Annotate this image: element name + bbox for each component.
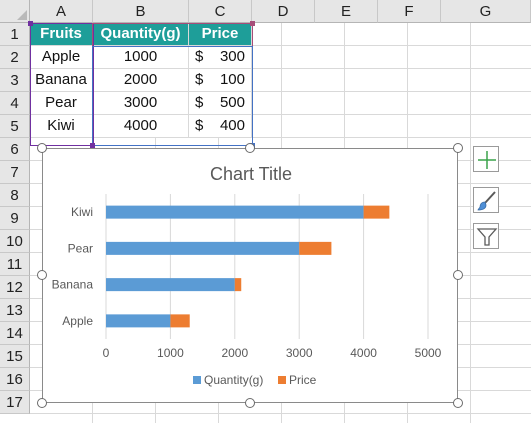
row-header-13[interactable]: 13 bbox=[0, 299, 30, 322]
x-tick-label: 1000 bbox=[157, 346, 184, 360]
row-header-15[interactable]: 15 bbox=[0, 345, 30, 368]
row-header-14[interactable]: 14 bbox=[0, 322, 30, 345]
bar-quantity-g-banana bbox=[106, 278, 235, 292]
bar-price-kiwi bbox=[363, 205, 390, 219]
cell-price[interactable]: $ 100 bbox=[189, 69, 252, 92]
cell-quantity[interactable]: 1000 bbox=[93, 46, 189, 69]
range-handle[interactable] bbox=[250, 21, 255, 26]
row-header-17[interactable]: 17 bbox=[0, 391, 30, 414]
column-header-c[interactable]: C bbox=[189, 0, 252, 23]
bar-price-banana bbox=[234, 278, 242, 292]
cell-price[interactable]: $ 300 bbox=[189, 46, 252, 69]
bar-quantity-g-kiwi bbox=[106, 205, 364, 219]
cell-fruit[interactable]: Banana bbox=[30, 69, 93, 92]
category-label: Apple bbox=[62, 314, 93, 328]
row-header-7[interactable]: 7 bbox=[0, 161, 30, 184]
chart-title: Chart Title bbox=[210, 164, 292, 184]
currency-symbol: $ bbox=[195, 71, 204, 88]
row-header-4[interactable]: 4 bbox=[0, 92, 30, 115]
x-tick-label: 5000 bbox=[415, 346, 442, 360]
resize-handle-top-right[interactable] bbox=[453, 143, 463, 153]
legend-label: Price bbox=[289, 373, 317, 387]
resize-handle-top[interactable] bbox=[245, 143, 255, 153]
cell-fruit[interactable]: Pear bbox=[30, 92, 93, 115]
row-header-10[interactable]: 10 bbox=[0, 230, 30, 253]
chart-elements-button[interactable] bbox=[473, 146, 499, 172]
price-value: 100 bbox=[219, 71, 245, 88]
bar-price-pear bbox=[299, 241, 332, 255]
cell-quantity[interactable]: 2000 bbox=[93, 69, 189, 92]
category-label: Banana bbox=[52, 278, 94, 292]
resize-handle-bottom-left[interactable] bbox=[37, 398, 47, 408]
header-quantity[interactable]: Quantity(g) bbox=[93, 23, 189, 46]
chart-area[interactable]: Chart Title 0 1000 2000 3000 4000 5000 Apple Ban… bbox=[42, 148, 458, 403]
row-header-1[interactable]: 1 bbox=[0, 23, 30, 46]
row-header-2[interactable]: 2 bbox=[0, 46, 30, 69]
column-header-f[interactable]: F bbox=[378, 0, 441, 23]
cell-price[interactable]: $ 500 bbox=[189, 92, 252, 115]
price-value: 400 bbox=[219, 117, 245, 134]
filter-funnel-icon bbox=[476, 228, 498, 246]
price-value: 300 bbox=[219, 48, 245, 65]
bar-price-apple bbox=[170, 314, 190, 328]
resize-handle-bottom[interactable] bbox=[245, 398, 255, 408]
legend-swatch bbox=[278, 376, 286, 384]
plus-icon bbox=[478, 151, 496, 169]
range-handle[interactable] bbox=[90, 143, 95, 148]
row-header-12[interactable]: 12 bbox=[0, 276, 30, 299]
currency-symbol: $ bbox=[195, 117, 204, 134]
bar-chart: Chart Title 0 1000 2000 3000 4000 5000 Apple Ban… bbox=[52, 164, 442, 387]
row-header-16[interactable]: 16 bbox=[0, 368, 30, 391]
cell-fruit[interactable]: Apple bbox=[30, 46, 93, 69]
x-tick-label: 3000 bbox=[286, 346, 313, 360]
range-handle[interactable] bbox=[28, 21, 33, 26]
resize-handle-bottom-right[interactable] bbox=[453, 398, 463, 408]
x-tick-label: 2000 bbox=[221, 346, 248, 360]
x-tick-label: 4000 bbox=[350, 346, 377, 360]
category-label: Kiwi bbox=[71, 205, 93, 219]
bar-quantity-g-apple bbox=[106, 314, 171, 328]
legend-label: Quantity(g) bbox=[204, 373, 263, 387]
chart-filters-button[interactable] bbox=[473, 223, 499, 249]
column-header-g[interactable]: G bbox=[441, 0, 531, 23]
paintbrush-icon bbox=[477, 191, 496, 211]
price-value: 500 bbox=[219, 94, 245, 111]
cell-price[interactable]: $ 400 bbox=[189, 115, 252, 138]
resize-handle-left[interactable] bbox=[37, 270, 47, 280]
cell-quantity[interactable]: 3000 bbox=[93, 92, 189, 115]
resize-handle-top-left[interactable] bbox=[37, 143, 47, 153]
header-price[interactable]: Price bbox=[189, 23, 252, 46]
x-tick-label: 0 bbox=[103, 346, 110, 360]
header-fruits[interactable]: Fruits bbox=[30, 23, 93, 46]
row-header-3[interactable]: 3 bbox=[0, 69, 30, 92]
resize-handle-right[interactable] bbox=[453, 270, 463, 280]
cell-quantity[interactable]: 4000 bbox=[93, 115, 189, 138]
row-header-8[interactable]: 8 bbox=[0, 184, 30, 207]
legend-swatch bbox=[193, 376, 201, 384]
cell-fruit[interactable]: Kiwi bbox=[30, 115, 93, 138]
currency-symbol: $ bbox=[195, 48, 204, 65]
row-header-6[interactable]: 6 bbox=[0, 138, 30, 161]
chart-styles-button[interactable] bbox=[473, 187, 499, 213]
column-header-d[interactable]: D bbox=[252, 0, 315, 23]
row-header-11[interactable]: 11 bbox=[0, 253, 30, 276]
column-header-b[interactable]: B bbox=[93, 0, 189, 23]
column-header-a[interactable]: A bbox=[30, 0, 93, 23]
column-header-e[interactable]: E bbox=[315, 0, 378, 23]
select-all-corner[interactable] bbox=[0, 0, 30, 23]
row-header-5[interactable]: 5 bbox=[0, 115, 30, 138]
bar-quantity-g-pear bbox=[106, 241, 300, 255]
currency-symbol: $ bbox=[195, 94, 204, 111]
category-label: Pear bbox=[68, 241, 93, 255]
row-header-9[interactable]: 9 bbox=[0, 207, 30, 230]
